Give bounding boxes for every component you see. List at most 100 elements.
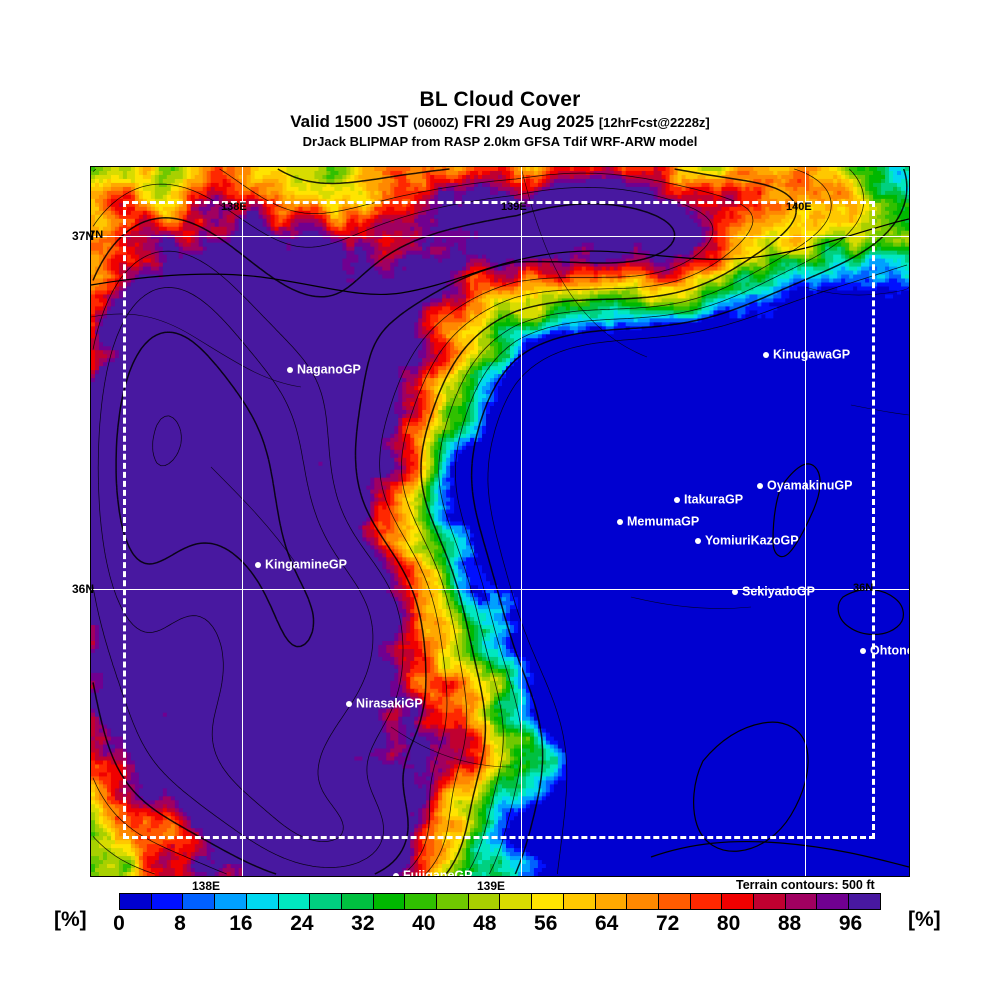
axis-label-37n-left: 37N xyxy=(72,229,95,243)
colorbar-cell xyxy=(817,894,850,909)
colorbar-cell xyxy=(373,894,406,909)
colorbar-tick: 40 xyxy=(412,912,436,935)
forecast-tag: [12hrFcst@2228z] xyxy=(598,115,710,130)
station-marker-icon xyxy=(255,561,261,568)
colorbar-cell xyxy=(500,894,533,909)
colorbar-cell xyxy=(658,894,691,909)
terrain-contour-note: Terrain contours: 500 ft xyxy=(736,878,875,892)
colorbar-cell xyxy=(754,894,786,909)
colorbar-cell xyxy=(690,894,723,909)
station-kingaminegp[interactable]: KingamineGP xyxy=(255,558,347,571)
station-label: SekiyadoGP xyxy=(742,584,815,599)
colorbar-cell xyxy=(563,894,596,909)
colorbar-cell xyxy=(785,894,818,909)
colorbar-tick: 64 xyxy=(594,912,619,935)
station-label: YomiuriKazoGP xyxy=(705,533,799,548)
colorbar-tick: 32 xyxy=(351,912,375,935)
colorbar-cell xyxy=(215,894,247,909)
colorbar-cell xyxy=(532,894,564,909)
domain-box xyxy=(123,201,875,839)
station-label: NirasakiGP xyxy=(356,696,423,711)
colorbar-tick: 8 xyxy=(174,912,186,935)
colorbar-cell xyxy=(595,894,628,909)
station-label: KingamineGP xyxy=(265,557,347,572)
station-fujiganegp[interactable]: FujiganeGP xyxy=(393,868,473,877)
valid-date: FRI 29 Aug 2025 xyxy=(463,112,595,131)
colorbar-cell xyxy=(627,894,659,909)
colorbar-tick: 72 xyxy=(655,912,680,935)
colorbar-tick: 56 xyxy=(534,912,558,935)
graticule-lon-139 xyxy=(521,167,522,876)
map-lat-label-37n: 37N xyxy=(90,229,104,241)
graticule-lon-138 xyxy=(242,167,243,876)
colorbar-cell xyxy=(120,894,152,909)
station-marker-icon xyxy=(393,872,399,876)
map-lon-label-140e-top: 140E xyxy=(786,201,812,213)
graticule-lat-37 xyxy=(91,236,909,237)
valid-utc: (0600Z) xyxy=(413,115,459,130)
colorbar-tick: 96 xyxy=(838,912,863,935)
axis-label-139e-bottom: 139E xyxy=(477,879,506,893)
map-lon-label-139e-top: 139E xyxy=(501,201,527,213)
colorbar-cell xyxy=(341,894,374,909)
colorbar-cell xyxy=(246,894,279,909)
colorbar-tick: 0 xyxy=(113,912,125,935)
axis-label-138e-bottom: 138E xyxy=(192,879,221,893)
station-marker-icon xyxy=(860,647,866,654)
station-label: NaganoGP xyxy=(297,362,361,377)
colorbar-cell xyxy=(722,894,755,909)
station-marker-icon xyxy=(346,700,352,707)
station-ohtone[interactable]: Ohtone xyxy=(860,643,910,658)
colorbar-cell xyxy=(310,894,342,909)
station-label: Ohtone xyxy=(870,643,910,658)
station-nirasakigp[interactable]: NirasakiGP xyxy=(346,697,423,710)
axis-label-36n-left: 36N xyxy=(72,582,95,596)
colorbar-cell xyxy=(405,894,438,909)
valid-time-line: Valid 1500 JST (0600Z) FRI 29 Aug 2025 [… xyxy=(0,112,1000,133)
colorbar-cell xyxy=(468,894,501,909)
station-label: KinugawaGP xyxy=(773,347,851,362)
colorbar-tick: 24 xyxy=(290,912,314,935)
station-label: FujiganeGP xyxy=(403,868,473,877)
colorbar-cell xyxy=(278,894,311,909)
station-marker-icon xyxy=(732,588,738,595)
station-label: MemumaGP xyxy=(627,514,700,529)
station-oyamakinugp[interactable]: OyamakinuGP xyxy=(757,479,852,492)
model-line: DrJack BLIPMAP from RASP 2.0km GFSA Tdif… xyxy=(302,134,698,149)
station-naganogp[interactable]: NaganoGP xyxy=(287,363,361,376)
station-label: ItakuraGP xyxy=(684,492,744,507)
colorbar-tick: 88 xyxy=(777,912,802,935)
station-sekiyadogp[interactable]: SekiyadoGP xyxy=(732,585,815,598)
map-lon-label-138e-top: 138E xyxy=(221,201,247,213)
station-marker-icon xyxy=(674,496,680,503)
station-kinugawagp[interactable]: KinugawaGP xyxy=(763,348,850,361)
graticule-lon-140 xyxy=(805,167,806,876)
valid-time: Valid 1500 JST xyxy=(290,112,409,131)
station-marker-icon xyxy=(617,518,623,525)
cloud-cover-field xyxy=(91,167,909,876)
station-yomiurikazogp[interactable]: YomiuriKazoGP xyxy=(695,534,799,547)
station-itakuragp[interactable]: ItakuraGP xyxy=(674,493,743,506)
colorbar-cell xyxy=(151,894,184,909)
station-marker-icon xyxy=(763,351,769,358)
colorbar-cell xyxy=(849,894,880,909)
title-block: BL Cloud Cover Valid 1500 JST (0600Z) FR… xyxy=(0,88,1000,150)
station-marker-icon xyxy=(757,482,763,489)
colorbar-unit-left: [%] xyxy=(54,908,87,931)
colorbar-unit-right: [%] xyxy=(908,908,941,931)
colorbar-tick: 16 xyxy=(229,912,253,935)
map-lat-label-36n-right: 36N xyxy=(853,582,874,594)
colorbar-tick: 48 xyxy=(473,912,497,935)
station-memumagp[interactable]: MemumaGP xyxy=(617,515,699,528)
colorbar-cell xyxy=(183,894,216,909)
graticule-lat-36 xyxy=(91,589,909,590)
colorbar-cell xyxy=(437,894,469,909)
colorbar-tick: 80 xyxy=(716,912,741,935)
station-marker-icon xyxy=(695,537,701,544)
station-marker-icon xyxy=(287,366,293,373)
colorbar-scale[interactable] xyxy=(119,893,881,910)
map-canvas[interactable]: 138E 139E 140E 37N 36N NaganoGP Kinugawa… xyxy=(90,166,910,877)
page-title: BL Cloud Cover xyxy=(419,88,581,111)
station-label: OyamakinuGP xyxy=(767,478,853,493)
